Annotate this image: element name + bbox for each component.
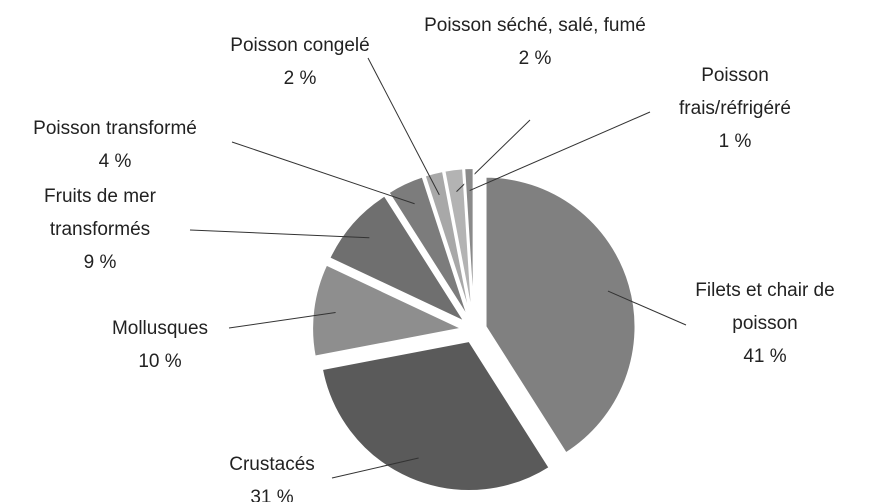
pie-slice [387, 175, 470, 320]
leader-line [228, 312, 336, 329]
pie-slice [320, 339, 551, 492]
leader-line [469, 111, 651, 192]
slice-label: Poisson transformé 4 % [0, 112, 235, 178]
slice-label: Fruits de mer transformés 9 % [15, 180, 185, 279]
value-label: 10 % [138, 351, 182, 372]
slice-label: Poisson congelé 2 % [200, 29, 400, 95]
pie-slice [327, 194, 468, 325]
value-label: 1 % [718, 131, 752, 152]
category-name: Poisson congelé [230, 35, 370, 56]
leader-line [231, 141, 415, 205]
value-label: 2 % [283, 68, 317, 89]
slice-label: Filets et chair de poisson 41 % [675, 274, 855, 373]
slice-label: Mollusques 10 % [70, 312, 250, 378]
leader-line [189, 229, 370, 239]
category-name: Poisson séché, salé, fumé [424, 15, 646, 36]
slice-label: Poisson frais/réfrigéré 1 % [660, 59, 810, 158]
value-label: 4 % [98, 151, 132, 172]
category-name: Poisson frais/réfrigéré [679, 65, 791, 119]
value-label: 2 % [518, 48, 552, 69]
pie-slice [463, 167, 475, 319]
pie-slice [443, 167, 474, 319]
value-label: 31 % [250, 487, 294, 502]
category-name: Poisson transformé [33, 118, 197, 139]
leader-line [367, 57, 440, 196]
category-name: Fruits de mer transformés [44, 186, 156, 240]
pie-slice [484, 175, 637, 455]
pie-slice [311, 263, 466, 358]
leader-line [607, 290, 687, 326]
value-label: 41 % [743, 346, 787, 367]
value-label: 9 % [83, 252, 117, 273]
category-name: Crustacés [229, 454, 315, 475]
pie-slice [423, 169, 472, 319]
category-name: Mollusques [111, 318, 209, 339]
slice-label: Poisson séché, salé, fumé 2 % [423, 9, 648, 75]
leader-line [331, 457, 419, 479]
slice-label: Crustacés 31 % [182, 448, 362, 502]
category-name: Filets et chair de poisson [695, 280, 835, 334]
